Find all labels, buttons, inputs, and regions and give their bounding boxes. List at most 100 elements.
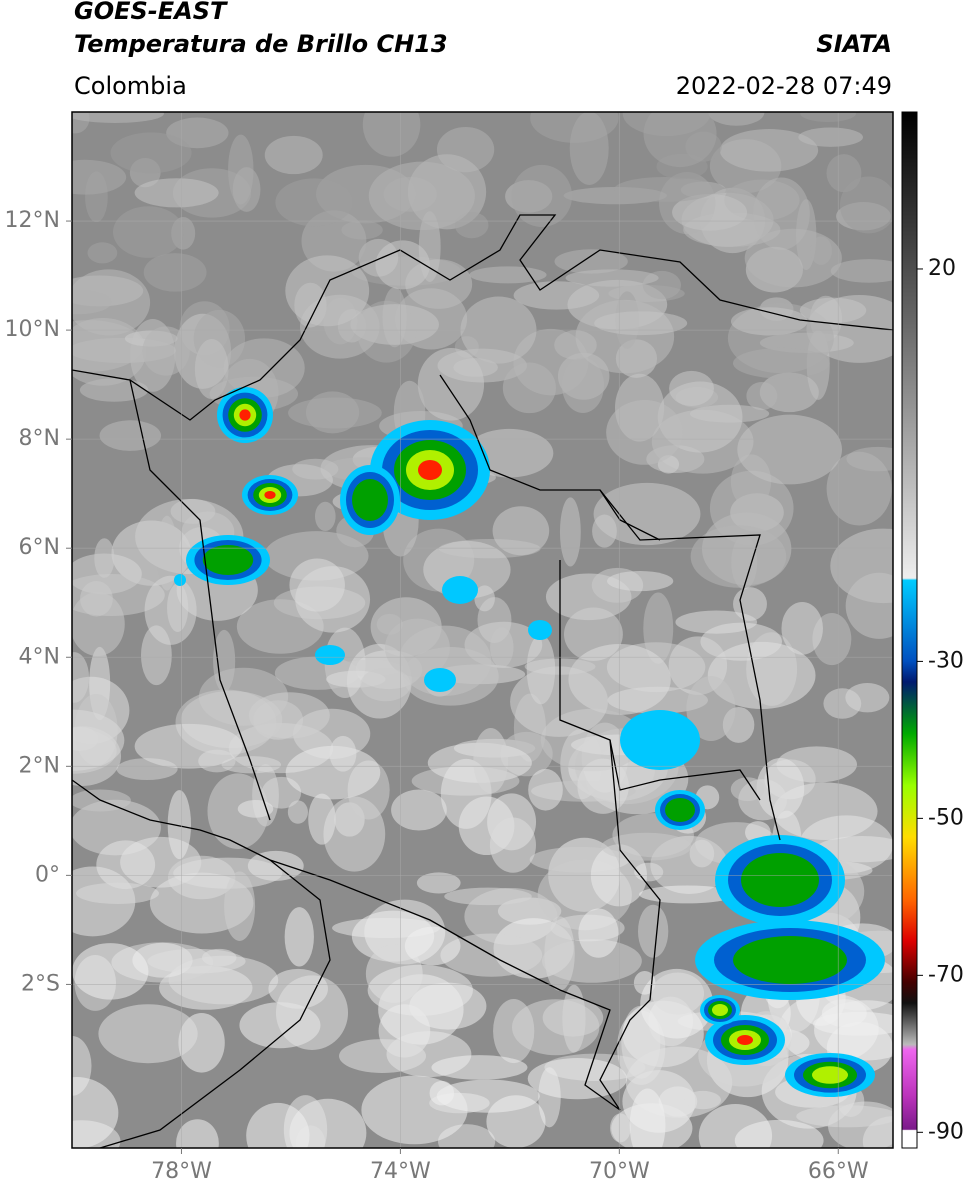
cloud <box>99 420 162 451</box>
cloud <box>275 975 349 1050</box>
storm-cell <box>737 1035 753 1045</box>
cloud <box>142 326 190 376</box>
cloud <box>593 482 701 546</box>
cloud <box>314 501 336 531</box>
colorbar-tick-label: -70 <box>928 962 964 987</box>
cloud <box>72 317 147 386</box>
cloud <box>287 800 308 824</box>
cloud <box>308 793 336 845</box>
cloud <box>639 885 736 904</box>
cloud <box>637 904 669 958</box>
cloud <box>275 178 353 227</box>
y-tick-label: 4°N <box>19 644 60 669</box>
cloud <box>733 587 767 621</box>
cloud <box>72 159 127 195</box>
cloud <box>285 745 381 800</box>
x-tick-label: 78°W <box>151 1159 212 1184</box>
cloud <box>592 514 617 548</box>
cloud <box>454 211 489 239</box>
cloud <box>839 176 893 234</box>
title: GOES-EAST <box>74 0 228 25</box>
cloud <box>562 984 586 1053</box>
cloud <box>213 629 236 693</box>
cloud <box>72 943 149 1000</box>
storm-cell <box>418 460 442 480</box>
cloud <box>528 768 563 811</box>
cloud <box>284 907 314 967</box>
cloud <box>686 676 736 741</box>
cloud <box>134 178 219 208</box>
cloud <box>575 299 675 374</box>
cloud <box>781 601 823 655</box>
storm-cell <box>202 545 254 575</box>
cloud <box>246 1102 310 1148</box>
cloud <box>134 723 243 769</box>
cloud <box>436 1079 540 1113</box>
cloud <box>800 112 856 123</box>
subtitle: Temperatura de Brillo CH13 <box>74 30 448 58</box>
storm-cell <box>665 798 695 822</box>
colorbar-tick-label: 20 <box>928 256 956 281</box>
cloud <box>194 338 229 400</box>
storm-cell <box>315 645 345 665</box>
storm-cell <box>264 491 276 499</box>
cloud <box>288 397 382 429</box>
y-tick-label: 8°N <box>19 426 60 451</box>
x-tick-label: 66°W <box>808 1159 869 1184</box>
cloud <box>113 206 184 258</box>
cloud <box>511 999 600 1056</box>
storm-cell <box>620 710 700 770</box>
cloud <box>601 832 692 861</box>
cloud <box>362 112 421 157</box>
borders <box>72 214 893 1148</box>
cloud <box>690 525 787 588</box>
cloud <box>826 451 892 526</box>
cloud <box>264 135 323 175</box>
cloud <box>730 307 808 336</box>
storm-cell <box>741 853 819 907</box>
x-tick-label: 74°W <box>370 1159 431 1184</box>
storm-cell <box>712 1004 728 1016</box>
cloud <box>490 627 514 668</box>
cloud <box>144 575 197 645</box>
storm-cell <box>352 479 388 521</box>
cloud <box>614 176 716 202</box>
cloud <box>391 789 447 831</box>
cloud <box>607 571 674 592</box>
cloud <box>339 1039 427 1073</box>
cloud <box>513 281 600 310</box>
map-frame <box>71 111 894 1149</box>
cloud <box>489 817 536 873</box>
cloud <box>72 573 165 616</box>
cloud <box>474 585 495 612</box>
cloud <box>559 497 581 567</box>
y-tick-label: 2°S <box>21 971 60 996</box>
storm-cell <box>812 1066 848 1084</box>
cloud <box>732 347 830 379</box>
cloud <box>110 132 192 174</box>
cloud <box>746 381 778 411</box>
cloud <box>329 735 357 772</box>
cloud <box>776 746 858 783</box>
cloud <box>565 269 659 287</box>
cloud <box>147 948 246 974</box>
cloud <box>469 266 547 284</box>
y-tick-label: 12°N <box>5 208 60 233</box>
cloud <box>610 1113 631 1143</box>
cloud <box>72 112 164 123</box>
cloud <box>813 1011 893 1036</box>
cloud <box>823 688 862 719</box>
cloud <box>207 773 269 850</box>
cloud <box>72 289 112 315</box>
cloud <box>76 882 159 904</box>
cloud <box>708 112 765 126</box>
storm-cell <box>174 574 186 586</box>
x-tick-label: 70°W <box>589 1159 650 1184</box>
cloud <box>810 236 832 265</box>
cloud-field <box>72 112 893 1148</box>
cloud <box>561 357 605 413</box>
cloud <box>830 259 893 283</box>
storm-cell <box>424 668 456 692</box>
colorbar-tick-label: -50 <box>928 805 964 830</box>
cloud <box>577 758 629 814</box>
